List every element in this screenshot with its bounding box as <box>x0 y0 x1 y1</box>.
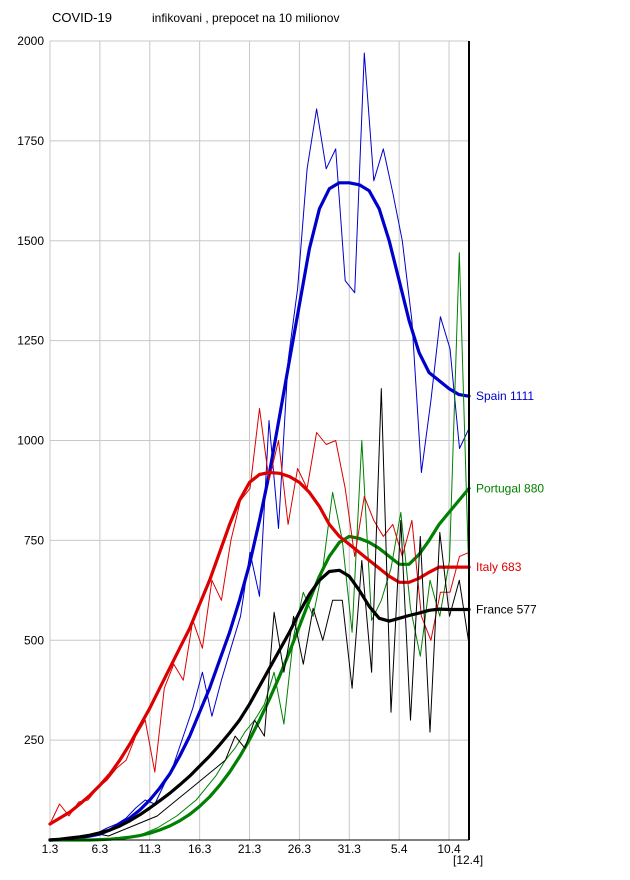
y-tick-label: 750 <box>24 533 44 547</box>
y-tick-label: 1500 <box>17 234 44 248</box>
x-tick-label: 11.3 <box>139 842 162 856</box>
x-tick-label: 1.3 <box>42 842 59 856</box>
x-tick-label: 10.4 <box>437 842 461 856</box>
series-label-france: France 577 <box>476 602 537 616</box>
series-label-portugal: Portugal 880 <box>476 481 544 495</box>
x-tick-label: 31.3 <box>338 842 362 856</box>
series-smooth-line-france <box>48 568 471 842</box>
y-tick-label: 1000 <box>17 434 44 448</box>
series-end-labels: Spain 1111 Portugal 880 Italy 683 France 57… <box>476 389 544 616</box>
series-smooth-line-italy <box>48 470 471 826</box>
series-label-spain: Spain 1111 <box>476 389 534 403</box>
x-tick-label: 21.3 <box>238 842 262 856</box>
y-tick-label: 250 <box>24 733 44 747</box>
x-end-label: [12.4] <box>453 853 483 867</box>
series-smooth-line-portugal <box>48 486 471 842</box>
x-tick-label: 5.4 <box>391 842 408 856</box>
y-tick-label: 2000 <box>17 34 44 48</box>
series-layer <box>48 52 471 842</box>
series-raw-line-spain <box>49 52 470 841</box>
series-smooth-line-spain <box>48 181 471 842</box>
x-tick-label: 6.3 <box>92 842 109 856</box>
chart-subtitle: infikovani , prepocet na 10 milionov <box>152 11 339 25</box>
chart-title: COVID-19 <box>52 10 112 25</box>
x-tick-label: 26.3 <box>288 842 312 856</box>
y-tick-label: 1250 <box>17 334 44 348</box>
y-axis-ticks: 250 500 750 1000 1250 1500 1750 2000 <box>17 34 44 747</box>
y-tick-label: 1750 <box>17 134 44 148</box>
x-tick-label: 16.3 <box>188 842 212 856</box>
y-tick-label: 500 <box>24 633 44 647</box>
series-label-italy: Italy 683 <box>476 560 522 574</box>
series-raw-line-france <box>50 388 470 841</box>
x-axis-ticks: 1.3 6.3 11.3 16.3 21.3 26.3 31.3 5.4 10.4 <box>42 842 461 856</box>
